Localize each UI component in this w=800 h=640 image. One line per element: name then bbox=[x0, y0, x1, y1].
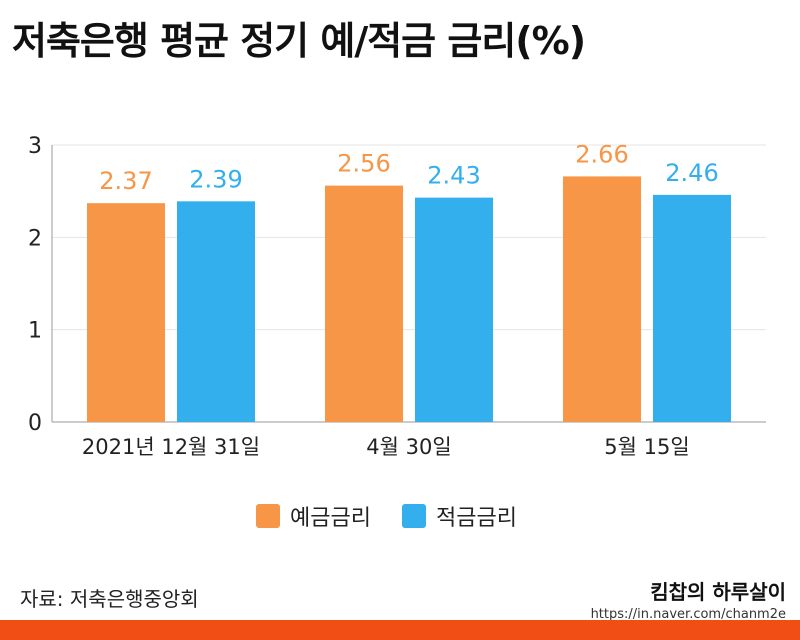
data-label: 2.66 bbox=[575, 140, 628, 168]
source-note: 자료: 저축은행중앙회 bbox=[20, 587, 199, 611]
bar-deposit bbox=[325, 185, 403, 422]
bottom-accent-bar bbox=[0, 620, 800, 640]
y-tick-label: 2 bbox=[28, 226, 42, 251]
legend-label: 적금금리 bbox=[436, 506, 517, 531]
brand-block: 킴찹의 하루살이 https://in.naver.com/chanm2e bbox=[591, 576, 786, 622]
brand-name: 킴찹의 하루살이 bbox=[650, 580, 786, 604]
data-label: 2.43 bbox=[427, 162, 480, 190]
y-tick-label: 0 bbox=[28, 411, 42, 436]
legend-swatch-savings bbox=[402, 504, 426, 528]
legend-label: 예금금리 bbox=[290, 506, 371, 531]
brand-url[interactable]: https://in.naver.com/chanm2e bbox=[590, 607, 786, 622]
data-label: 2.37 bbox=[99, 167, 152, 195]
bar-deposit bbox=[563, 176, 641, 422]
data-label: 2.39 bbox=[189, 165, 242, 193]
bar-savings bbox=[177, 201, 255, 422]
data-label: 2.46 bbox=[665, 159, 718, 187]
x-tick-label: 2021년 12월 31일 bbox=[82, 435, 260, 459]
x-tick-label: 5월 15일 bbox=[604, 435, 689, 459]
bar-savings bbox=[653, 194, 731, 422]
bar-chart: 0 1 2 3 2.37 2.39 2021년 12월 31일 2.56 2.43 4월 30일 2… bbox=[28, 134, 766, 531]
y-tick-label: 3 bbox=[28, 134, 42, 159]
bar-savings bbox=[415, 197, 493, 422]
data-label: 2.56 bbox=[337, 150, 390, 178]
legend-swatch-deposit bbox=[256, 504, 280, 528]
chart-title: 저축은행 평균 정기 예/적금 금리(%) bbox=[12, 19, 586, 63]
bar-deposit bbox=[87, 203, 165, 422]
y-tick-label: 1 bbox=[28, 319, 42, 344]
x-tick-label: 4월 30일 bbox=[366, 435, 451, 459]
